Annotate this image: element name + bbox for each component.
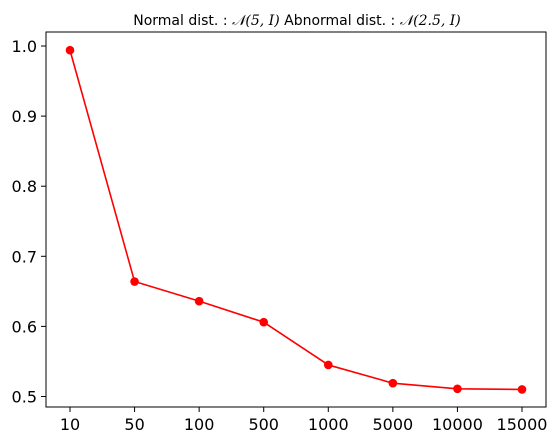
plot-frame (45, 31, 547, 408)
y-tick-label: 1.0 (12, 37, 37, 56)
x-axis-ticks: 10 50 100 500 1000 5000 10000 15000 (60, 407, 548, 434)
data-point (323, 360, 333, 370)
chart-title-normal-distribution: 𝒩(5, I) (232, 13, 280, 29)
x-tick-label: 5000 (372, 415, 413, 434)
y-tick-label: 0.5 (12, 387, 37, 406)
x-tick-label: 10000 (432, 415, 483, 434)
y-tick-label: 0.6 (12, 317, 37, 336)
data-point (130, 277, 139, 286)
chart-title-abnormal-distribution: 𝒩(2.5, I) (400, 13, 461, 29)
x-tick-label: 10 (60, 415, 80, 434)
x-tick-label: 50 (124, 415, 144, 434)
chart-title-part-2: Abnormal dist. : (280, 13, 400, 29)
y-tick-label: 0.8 (12, 177, 37, 196)
data-point (65, 45, 75, 55)
x-tick-label: 100 (184, 415, 215, 434)
y-tick-label: 0.7 (12, 247, 37, 266)
data-point (388, 378, 398, 388)
chart-title: Normal dist. : 𝒩(5, I) Abnormal dist. : … (133, 13, 461, 29)
x-tick-label: 500 (248, 415, 279, 434)
data-point (453, 384, 462, 394)
y-tick-label: 0.9 (12, 107, 37, 126)
series-layer (65, 45, 527, 394)
series-line (69, 50, 523, 391)
x-tick-label: 1000 (308, 415, 349, 434)
data-point (517, 385, 527, 394)
y-axis-ticks: 0.5 0.6 0.7 0.8 0.9 1.0 (12, 37, 46, 406)
x-tick-label: 15000 (497, 415, 548, 434)
data-point (259, 317, 269, 327)
data-point (194, 296, 204, 306)
chart-title-part-1: Normal dist. : (133, 13, 232, 29)
